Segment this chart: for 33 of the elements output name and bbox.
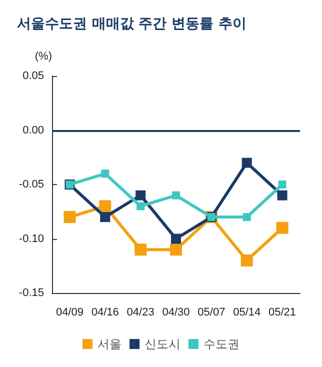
point: [100, 212, 110, 222]
point: [242, 158, 252, 168]
point: [64, 211, 76, 224]
point: [170, 244, 182, 256]
x-tick-label: 05/14: [233, 306, 261, 318]
point: [101, 170, 110, 178]
point: [172, 191, 180, 200]
y-tick-label: 0.00: [22, 124, 44, 136]
legend-label: 신도시: [144, 337, 180, 351]
point: [276, 222, 288, 234]
legend-label: 수도권: [204, 337, 240, 351]
x-tick-label: 04/23: [126, 306, 154, 318]
legend-label: 서울: [98, 337, 122, 351]
x-tick-label: 04/16: [91, 306, 119, 318]
point: [242, 213, 251, 222]
point: [277, 190, 288, 200]
chart-title: 서울수도권 매매값 주간 변동률 추이: [17, 16, 246, 32]
point: [136, 190, 146, 200]
x-tick-label: 04/09: [56, 306, 84, 318]
y-tick-label: -0.15: [18, 287, 44, 299]
x-tick-label: 05/21: [268, 306, 296, 318]
y-tick-label: 0.05: [22, 70, 44, 82]
point: [171, 234, 181, 244]
point: [278, 180, 286, 188]
point: [99, 200, 112, 212]
y-tick-label: -0.05: [18, 178, 44, 190]
point: [240, 254, 253, 266]
x-tick-label: 04/30: [162, 306, 190, 318]
point: [134, 244, 147, 256]
y-axis-title: (%): [34, 50, 52, 62]
x-tick-label: 05/07: [198, 306, 226, 318]
point: [136, 202, 145, 210]
y-tick-label: -0.10: [18, 232, 44, 245]
